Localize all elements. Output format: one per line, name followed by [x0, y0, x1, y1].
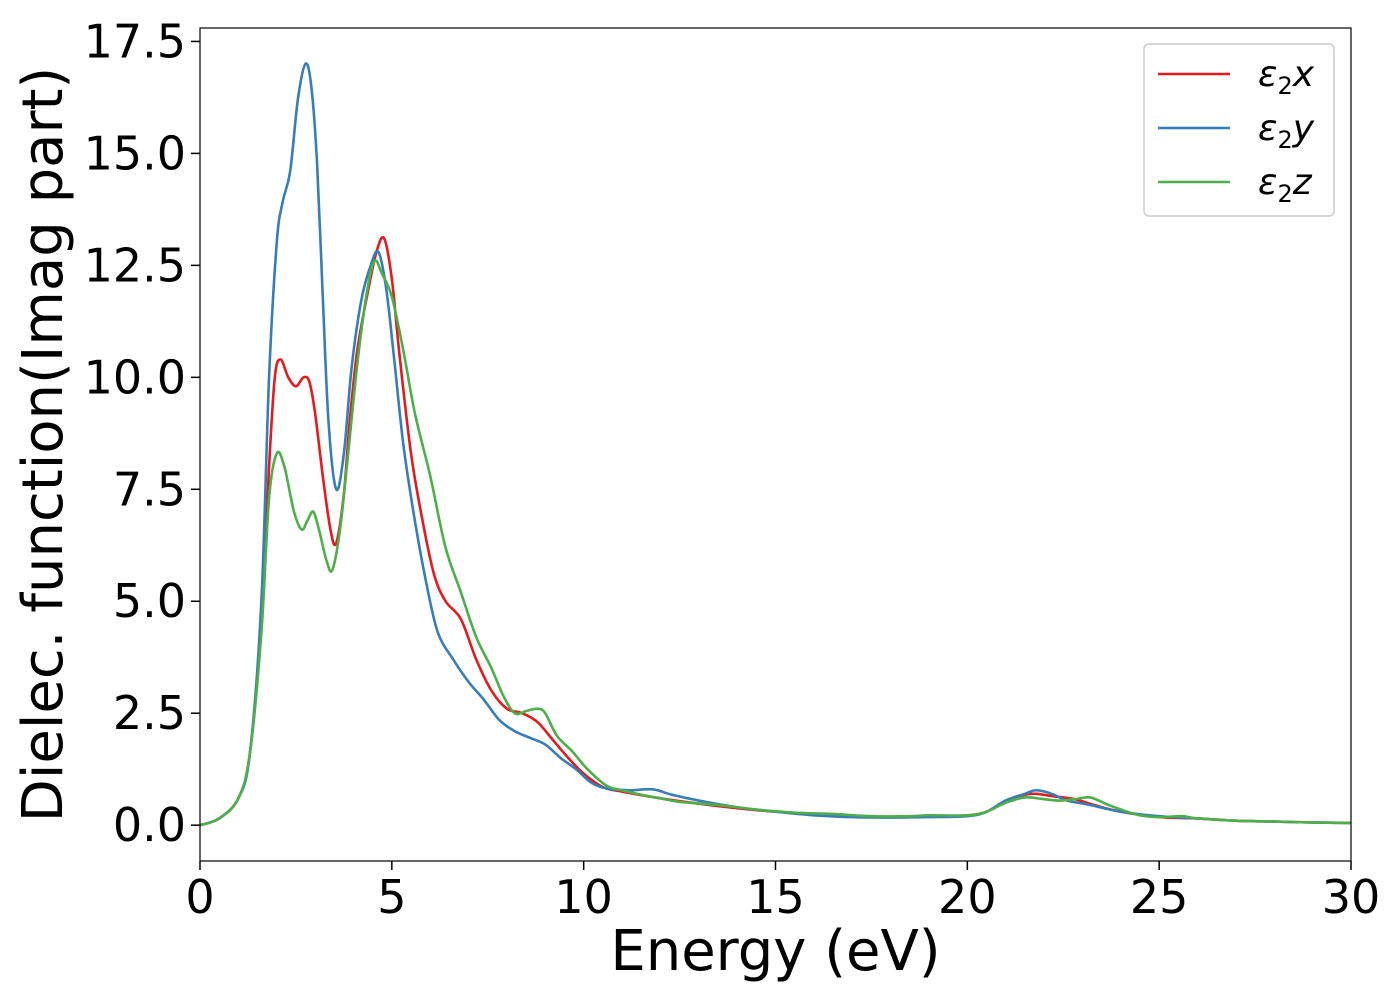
x-axis-title: Energy (eV): [610, 919, 940, 984]
legend-label-variable: x: [1292, 54, 1315, 95]
y-tick-label: 0.0: [113, 798, 186, 852]
y-tick-label: 5.0: [113, 574, 186, 628]
y-tick-label: 7.5: [113, 462, 186, 516]
plot-series: [199, 62, 1352, 827]
y-tick-label: 2.5: [113, 686, 186, 740]
x-tick-label: 5: [377, 870, 406, 924]
legend-label-base: ε: [1258, 108, 1277, 149]
x-tick-label: 20: [938, 870, 997, 924]
y-axis-ticks: 0.0 2.5 5.0 7.5 10.0 12.5 15.0 17.5: [84, 14, 200, 852]
series-line-y: [199, 62, 1352, 827]
legend-box: [1143, 43, 1335, 217]
y-tick-label: 15.0: [84, 126, 186, 180]
legend-label-z: ε2z: [1258, 162, 1313, 208]
legend-label-variable: z: [1292, 162, 1313, 203]
series-line-x: [199, 236, 1352, 827]
plot-frame: [199, 27, 1352, 862]
legend-label-base: ε: [1258, 162, 1277, 203]
x-tick-label: 0: [185, 870, 214, 924]
x-tick-label: 25: [1130, 870, 1189, 924]
series-line-z: [199, 259, 1352, 827]
y-tick-label: 12.5: [84, 238, 186, 292]
legend-label-x: ε2x: [1258, 54, 1315, 100]
x-tick-label: 15: [746, 870, 805, 924]
legend-label-subscript: 2: [1277, 180, 1292, 208]
legend-label-y: ε2y: [1258, 108, 1315, 154]
y-tick-label: 17.5: [84, 14, 186, 68]
y-tick-label: 10.0: [84, 350, 186, 404]
x-tick-label: 30: [1322, 870, 1381, 924]
x-axis-ticks: 0 5 10 15 20 25 30: [185, 861, 1380, 924]
legend-label-base: ε: [1258, 54, 1277, 95]
legend-label-variable: y: [1292, 108, 1315, 149]
legend-label-subscript: 2: [1277, 72, 1292, 100]
x-tick-label: 10: [554, 870, 613, 924]
y-axis-title: Dielec. function(Imag part): [11, 67, 76, 823]
legend-label-subscript: 2: [1277, 126, 1292, 154]
